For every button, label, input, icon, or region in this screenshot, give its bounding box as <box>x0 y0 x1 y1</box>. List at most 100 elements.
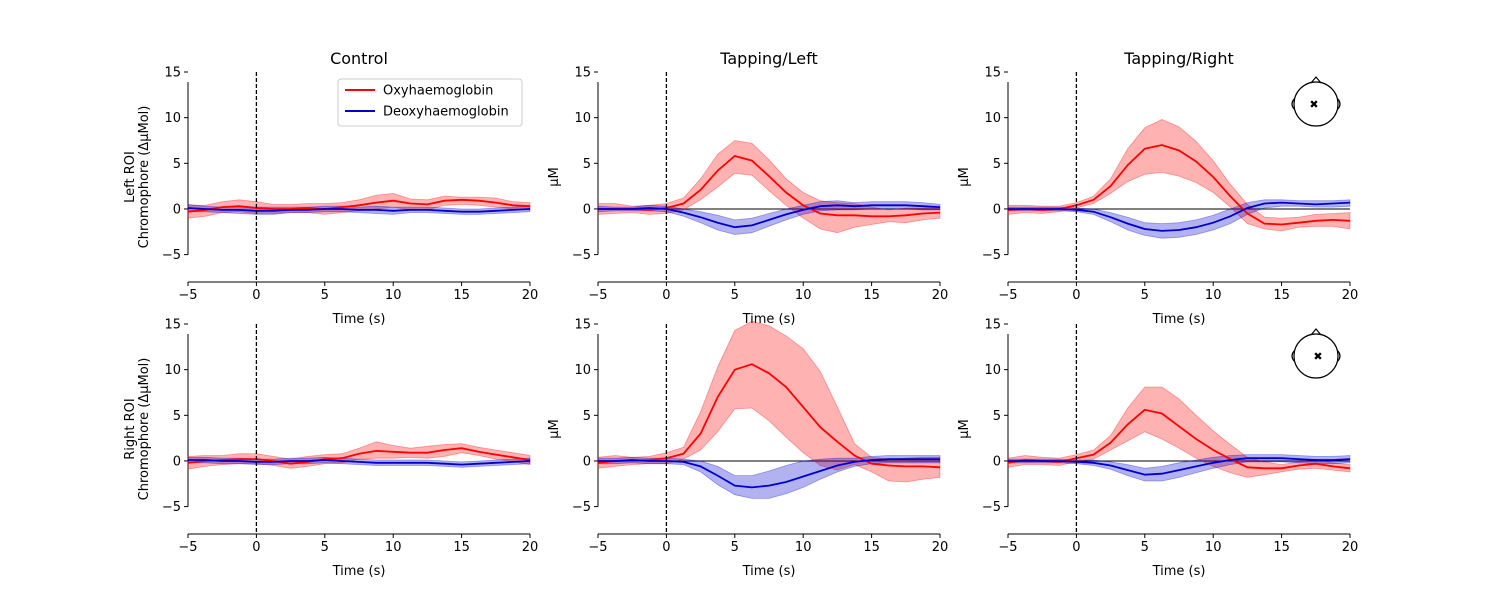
y-tick-label: 15 <box>984 66 1001 81</box>
x-tick-label: 5 <box>321 288 329 303</box>
x-tick-label: 0 <box>662 540 670 555</box>
legend-box <box>337 78 523 127</box>
x-tick-label: −5 <box>178 540 197 555</box>
y-tick-label: 10 <box>164 363 181 378</box>
confidence-band-deoxy <box>1007 454 1351 482</box>
y-tick-label: 15 <box>574 66 591 81</box>
x-tick-label: 10 <box>795 540 812 555</box>
head-outline <box>1293 333 1339 379</box>
y-tick-label: −5 <box>572 500 591 515</box>
y-tick-label: 5 <box>583 157 591 172</box>
y-axis-label: μM <box>547 419 562 439</box>
y-tick-label: 5 <box>993 409 1001 424</box>
head-right-ear <box>1337 350 1341 362</box>
confidence-band-deoxy <box>1007 199 1351 239</box>
x-axis-label: Time (s) <box>332 564 386 579</box>
y-tick-label: 10 <box>164 111 181 126</box>
panel-4: −5 0 5 10 15 20 −5 0 5 10 15 Time (s) Right ROI Chrom… <box>123 318 538 580</box>
x-tick-label: 15 <box>453 540 470 555</box>
x-axis-label: Time (s) <box>742 312 796 327</box>
head-inset-icon: ✖ <box>1291 76 1341 127</box>
x-tick-label: 0 <box>252 288 260 303</box>
panel-1: −5 0 5 10 15 20 −5 0 5 10 15 Time (s) Left ROI Chromo… <box>123 49 538 327</box>
y-axis-label: μM <box>957 419 972 439</box>
y-tick-label: 15 <box>984 318 1001 333</box>
x-tick-label: 15 <box>453 288 470 303</box>
y-tick-label: 0 <box>583 202 591 217</box>
panel-3: −5 0 5 10 15 20 −5 0 5 10 15 Time (s) μM Tapping/Righ… <box>957 49 1358 327</box>
legend-label: Deoxyhaemoglobin <box>383 105 509 120</box>
confidence-band-deoxy <box>597 455 941 499</box>
series-line-oxy <box>598 155 941 218</box>
x-tick-label: 20 <box>522 540 539 555</box>
y-tick-label: 0 <box>173 202 181 217</box>
x-tick-label: 5 <box>1141 540 1149 555</box>
y-tick-label: 15 <box>164 318 181 333</box>
head-outline <box>1293 81 1339 127</box>
y-tick-label: −5 <box>572 248 591 263</box>
y-tick-label: −5 <box>982 500 1001 515</box>
legend: Oxyhaemoglobin Deoxyhaemoglobin <box>337 78 523 127</box>
y-tick-label: 0 <box>173 454 181 469</box>
x-axis-label: Time (s) <box>332 312 386 327</box>
y-tick-label: 15 <box>164 66 181 81</box>
series-line-oxy <box>187 198 531 213</box>
x-tick-label: 10 <box>1205 288 1222 303</box>
y-tick-label: 10 <box>574 111 591 126</box>
x-tick-label: −5 <box>178 288 197 303</box>
confidence-band-oxy <box>1007 119 1351 232</box>
head-nose <box>1310 328 1322 336</box>
x-tick-label: −5 <box>998 540 1017 555</box>
y-tick-label: 5 <box>173 157 181 172</box>
series-line-deoxy <box>598 458 940 489</box>
panel-title: Tapping/Left <box>719 49 817 68</box>
x-tick-label: 10 <box>385 540 402 555</box>
series-line-oxy <box>597 363 941 469</box>
head-left-ear <box>1291 98 1295 110</box>
y-tick-label: 0 <box>583 454 591 469</box>
x-tick-label: 20 <box>1342 288 1359 303</box>
x-tick-label: 5 <box>731 288 739 303</box>
confidence-band-oxy <box>597 140 941 234</box>
roi-marker-icon: ✖ <box>1313 350 1322 363</box>
y-tick-label: 0 <box>993 202 1001 217</box>
x-tick-label: 0 <box>662 288 670 303</box>
x-tick-label: 15 <box>1273 540 1290 555</box>
head-nose <box>1310 76 1322 84</box>
y-tick-label: 5 <box>993 157 1001 172</box>
x-tick-label: 15 <box>1273 288 1290 303</box>
series-line-deoxy <box>188 459 531 466</box>
x-tick-label: 5 <box>1141 288 1149 303</box>
x-tick-label: 10 <box>385 288 402 303</box>
panel-6: −5 0 5 10 15 20 −5 0 5 10 15 Time (s) μM ✖ <box>957 318 1358 580</box>
x-tick-label: 5 <box>321 540 329 555</box>
x-tick-label: −5 <box>998 288 1017 303</box>
y-axis-label: μM <box>957 167 972 187</box>
x-tick-label: 15 <box>863 288 880 303</box>
x-tick-label: 0 <box>1072 540 1080 555</box>
x-axis-label: Time (s) <box>1152 312 1206 327</box>
panel-title: Control <box>330 49 388 68</box>
x-tick-label: 20 <box>932 288 949 303</box>
x-tick-label: 15 <box>863 540 880 555</box>
panel-5: −5 0 5 10 15 20 −5 0 5 10 15 Time (s) μM <box>547 318 948 580</box>
y-tick-label: 10 <box>984 363 1001 378</box>
y-axis-label: μM <box>547 167 562 187</box>
y-tick-label: 0 <box>993 454 1001 469</box>
head-left-ear <box>1291 350 1295 362</box>
x-tick-label: 10 <box>795 288 812 303</box>
x-tick-label: 20 <box>1342 540 1359 555</box>
y-axis-label: Left ROI <box>123 151 138 203</box>
y-axis-label: Right ROI <box>123 398 138 459</box>
x-axis-label: Time (s) <box>742 564 796 579</box>
y-tick-label: 5 <box>173 409 181 424</box>
y-tick-label: −5 <box>162 500 181 515</box>
x-tick-label: 0 <box>1072 288 1080 303</box>
roi-marker-icon: ✖ <box>1309 98 1318 111</box>
y-axis-label: Chromophore (ΔμMol) <box>137 358 152 501</box>
x-tick-label: −5 <box>588 540 607 555</box>
head-right-ear <box>1337 98 1341 110</box>
confidence-band-oxy <box>597 320 941 483</box>
y-tick-label: 15 <box>574 318 591 333</box>
y-tick-label: 10 <box>574 363 591 378</box>
